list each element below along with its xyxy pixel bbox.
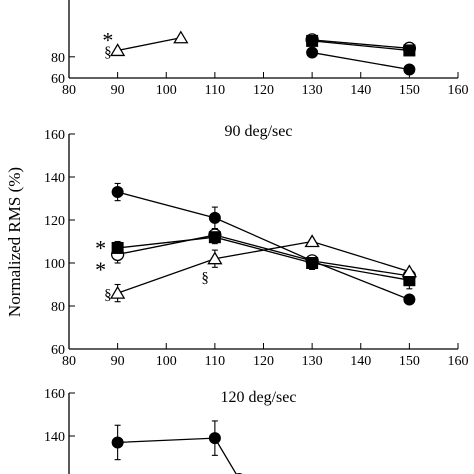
x-tick-label: 80: [62, 354, 76, 369]
x-tick-label: 140: [350, 354, 371, 369]
x-tick-label: 90: [111, 354, 125, 369]
series-line-open-triangle: [117, 240, 410, 294]
x-tick-label: 150: [399, 83, 420, 98]
x-tick-label: 130: [302, 354, 323, 369]
y-tick-label: 120: [44, 214, 65, 229]
series-line-filled-circle: [312, 51, 410, 71]
asterisk-annotation: *: [95, 257, 106, 282]
point-filled-square: [403, 44, 416, 57]
x-tick-label: 90: [111, 83, 125, 98]
section-annotation: §: [104, 44, 112, 60]
series-line-filled-circle: [117, 437, 237, 474]
point-open-triangle: [173, 30, 189, 44]
series-line-open-circle: [312, 39, 410, 49]
series-line-open-triangle: [117, 37, 181, 52]
panel-title: 90 deg/sec: [225, 123, 293, 140]
x-tick-label: 120: [253, 354, 274, 369]
y-tick-label: 60: [51, 72, 65, 87]
x-tick-label: 100: [156, 83, 177, 98]
point-filled-square: [306, 34, 319, 47]
section-annotation: §: [104, 287, 112, 303]
x-tick-label: 80: [62, 83, 76, 98]
y-axis-label: Normalized RMS (%): [5, 167, 24, 317]
x-tick-label: 110: [205, 354, 225, 369]
point-filled-circle: [208, 211, 221, 224]
point-open-triangle: [109, 43, 126, 57]
series-line-filled-square: [312, 40, 410, 52]
y-tick-label: 100: [44, 257, 65, 272]
y-tick-label: 80: [51, 300, 65, 315]
point-filled-circle: [208, 432, 221, 445]
x-tick-label: 120: [253, 83, 274, 98]
x-tick-label: 160: [448, 83, 469, 98]
point-filled-circle: [403, 63, 416, 76]
point-filled-square: [306, 257, 319, 269]
asterisk-annotation: *: [95, 236, 106, 261]
x-tick-label: 150: [399, 354, 420, 369]
point-filled-circle: [306, 46, 319, 59]
asterisk-annotation: *: [102, 28, 113, 53]
series-line-filled-circle: [117, 191, 410, 301]
y-tick-label: 160: [44, 387, 65, 402]
point-filled-square: [111, 241, 124, 254]
point-filled-square: [208, 231, 221, 244]
x-tick-label: 160: [448, 354, 469, 369]
point-filled-circle: [403, 293, 416, 306]
y-tick-label: 140: [44, 430, 65, 445]
point-open-triangle: [401, 264, 418, 278]
y-tick-label: 60: [51, 343, 65, 358]
section-annotation: §: [201, 270, 209, 286]
point-open-triangle: [109, 285, 126, 299]
series-line-open-circle: [117, 234, 410, 277]
y-tick-label: 160: [44, 128, 65, 143]
x-tick-label: 100: [156, 354, 177, 369]
point-open-triangle: [304, 234, 320, 248]
y-tick-label: 80: [51, 51, 65, 66]
panel-title: 120 deg/sec: [221, 389, 297, 406]
x-tick-label: 140: [350, 83, 371, 98]
panel-120-deg-sec: 140 160 120 deg/sec: [44, 387, 296, 474]
y-tick-label: 140: [44, 171, 65, 186]
point-open-triangle: [207, 251, 223, 265]
x-tick-label: 130: [302, 83, 323, 98]
x-tick-label: 110: [205, 83, 225, 98]
point-filled-circle: [111, 186, 124, 199]
point-filled-circle: [111, 436, 124, 449]
